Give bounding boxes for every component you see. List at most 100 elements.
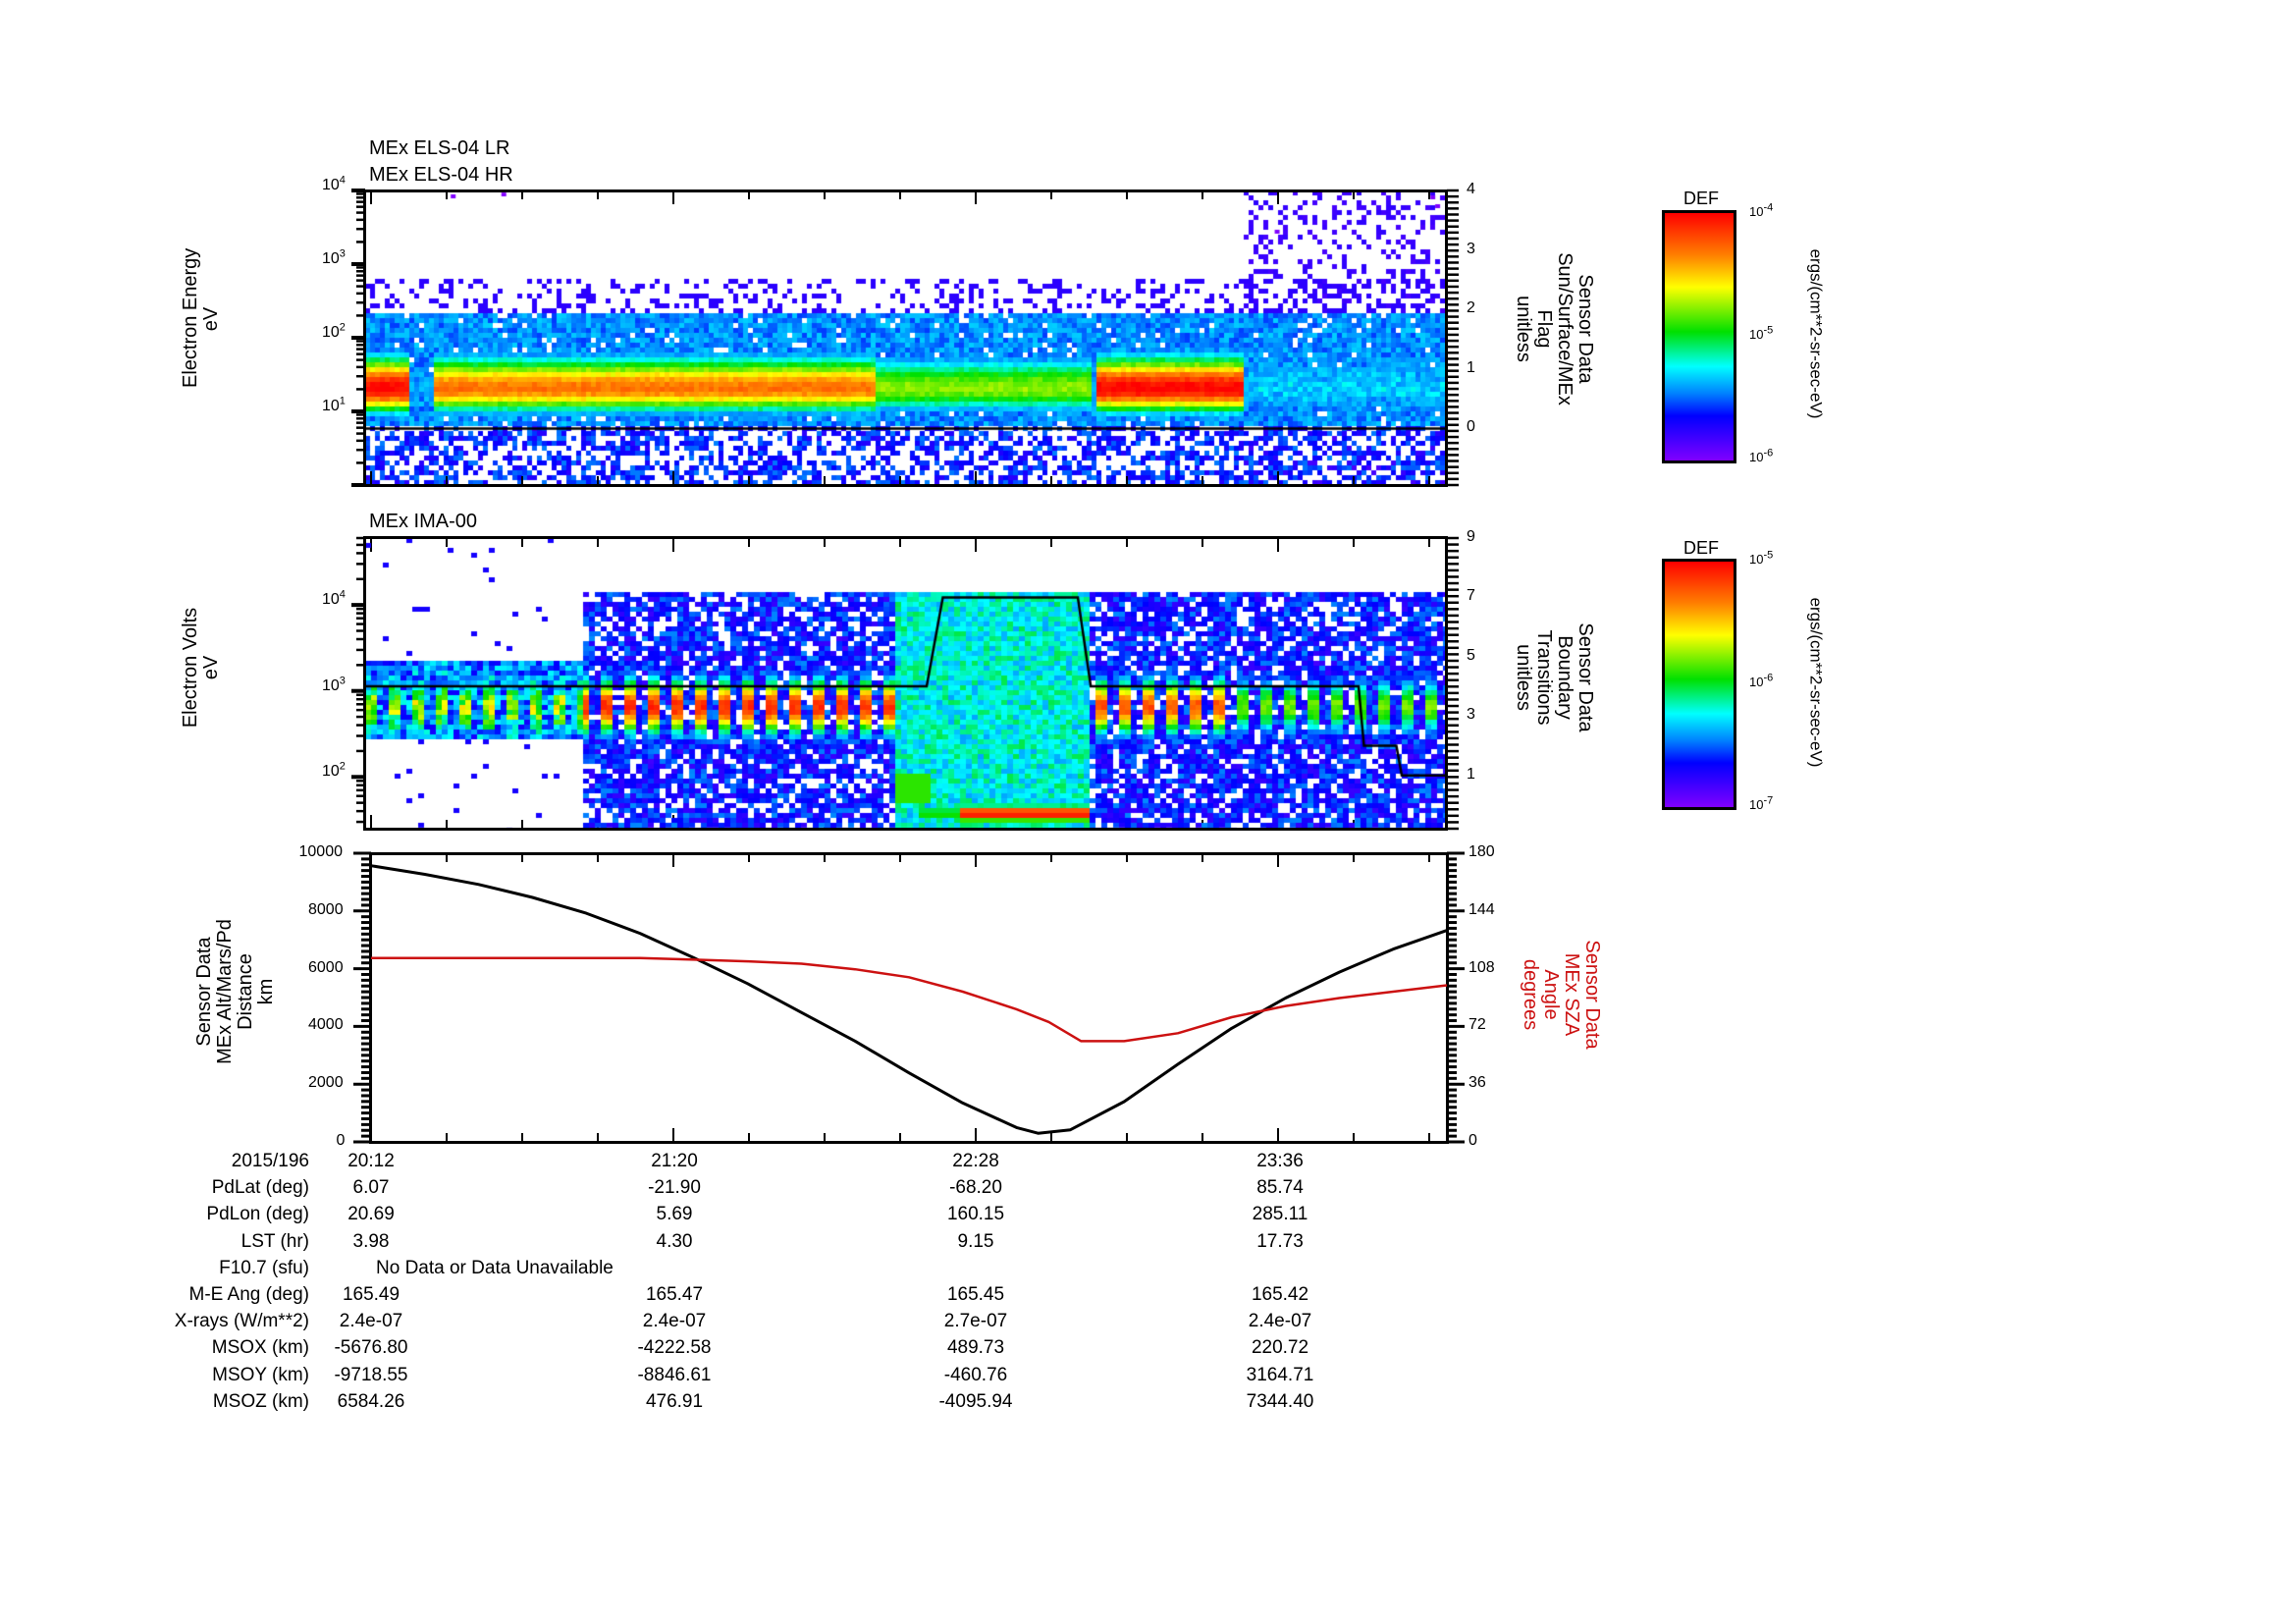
ephemeris-value: 2.4e-07 bbox=[339, 1311, 403, 1332]
els-colorbar-mid-label: 10-5 bbox=[1749, 324, 1774, 342]
els-y-label-line1: Electron Energy bbox=[180, 247, 201, 388]
ephemeris-value: 20:12 bbox=[347, 1151, 395, 1171]
ephemeris-value: 23:36 bbox=[1256, 1151, 1304, 1171]
els-y2tick-label: 4 bbox=[1467, 181, 1475, 197]
ima-y2-label-line3: Transitions bbox=[1533, 629, 1555, 726]
ima-y2tick-label: 1 bbox=[1467, 765, 1475, 783]
ima-ytick-label: 103 bbox=[322, 675, 346, 694]
els-colorbar-min-label: 10-6 bbox=[1749, 447, 1774, 464]
ephemeris-value: 7344.40 bbox=[1246, 1390, 1314, 1412]
els-y-label: Electron Energy eV bbox=[180, 247, 222, 388]
ephemeris-value: -9718.55 bbox=[334, 1364, 408, 1385]
line-y2-label-line3: Angle bbox=[1540, 969, 1562, 1020]
ima-y2tick-label: 9 bbox=[1467, 528, 1475, 545]
line-panel-frame bbox=[369, 852, 1449, 1144]
line-ytick-label: 2000 bbox=[308, 1074, 344, 1092]
ima-colorbar bbox=[1662, 559, 1736, 810]
els-title-hr: MEx ELS-04 HR bbox=[369, 164, 513, 186]
ephemeris-value: 85.74 bbox=[1256, 1177, 1304, 1199]
ephemeris-value: 3.98 bbox=[352, 1230, 390, 1252]
exponent: 3 bbox=[339, 675, 346, 687]
ima-y2tick-label: 7 bbox=[1467, 587, 1475, 605]
ima-colorbar-title: DEF bbox=[1683, 538, 1719, 558]
ephemeris-value: 2.7e-07 bbox=[943, 1311, 1008, 1332]
ima-y2-label-line2: Boundary bbox=[1554, 635, 1575, 720]
els-ytick-label: 103 bbox=[322, 247, 346, 267]
ima-y2tick-label: 3 bbox=[1467, 706, 1475, 724]
els-cb-min-exp: -6 bbox=[1763, 447, 1774, 460]
line-y2-label: Sensor Data MEx SZA Angle degrees bbox=[1520, 906, 1603, 1083]
exponent: 4 bbox=[339, 588, 346, 601]
line-y2tick-label: 108 bbox=[1468, 958, 1495, 976]
line-y-label-line1: Sensor Data bbox=[193, 937, 215, 1047]
ephemeris-row-label: 2015/196 bbox=[231, 1151, 309, 1171]
ima-colorbar-mid-label: 10-6 bbox=[1749, 672, 1774, 689]
line-y2-label-line1: Sensor Data bbox=[1581, 940, 1603, 1050]
line-plot bbox=[370, 864, 1448, 1135]
ima-y-label-line2: eV bbox=[200, 655, 222, 680]
els-cb-max-exp: -4 bbox=[1763, 201, 1774, 214]
ephemeris-note: No Data or Data Unavailable bbox=[376, 1257, 614, 1278]
ephemeris-value: 22:28 bbox=[952, 1151, 999, 1171]
ima-spectrogram bbox=[365, 538, 1445, 829]
els-y2-label-line2: Sun/Surface/MEx bbox=[1554, 252, 1575, 406]
ima-y2-label-line1: Sensor Data bbox=[1575, 622, 1596, 732]
exponent: 2 bbox=[339, 760, 346, 773]
line-y-label-line2: MEx Alt/Mars/Pd bbox=[214, 919, 236, 1064]
ephemeris-value: -460.76 bbox=[943, 1364, 1008, 1385]
els-title-lr: MEx ELS-04 LR bbox=[369, 137, 510, 159]
ephemeris-value: 2.4e-07 bbox=[1248, 1311, 1312, 1332]
ephemeris-value: 2.4e-07 bbox=[642, 1311, 707, 1332]
ephemeris-value: 6584.26 bbox=[337, 1390, 405, 1412]
ephemeris-value: 489.73 bbox=[946, 1337, 1005, 1359]
ephemeris-row-label: M-E Ang (deg) bbox=[188, 1284, 310, 1305]
els-ytick-label: 102 bbox=[322, 321, 346, 341]
ephemeris-value: 165.42 bbox=[1251, 1284, 1309, 1305]
exponent: 3 bbox=[339, 247, 346, 260]
ephemeris-value: 20.69 bbox=[347, 1204, 395, 1225]
line-y-label: Sensor Data MEx Alt/Mars/Pd Distance km bbox=[193, 884, 277, 1100]
ima-cb-mid-exp: -6 bbox=[1763, 672, 1774, 684]
els-y2tick-label: 0 bbox=[1467, 418, 1475, 436]
ephemeris-row-label: PdLat (deg) bbox=[211, 1177, 309, 1199]
ephemeris-row-label: MSOZ (km) bbox=[212, 1390, 309, 1412]
els-ytick-label: 101 bbox=[322, 395, 346, 414]
els-colorbar bbox=[1662, 210, 1736, 463]
ephemeris-value: 220.72 bbox=[1251, 1337, 1309, 1359]
altitude-series-line bbox=[370, 864, 1448, 1135]
ephemeris-row-label: LST (hr) bbox=[240, 1230, 309, 1252]
line-ytick-label: 10000 bbox=[298, 843, 344, 860]
ephemeris-value: 165.47 bbox=[645, 1284, 704, 1305]
ephemeris-value: 6.07 bbox=[352, 1177, 390, 1199]
line-y-label-line4: km bbox=[255, 978, 277, 1005]
ima-y2tick-label: 5 bbox=[1467, 646, 1475, 664]
ephemeris-value: -8846.61 bbox=[637, 1364, 712, 1385]
ima-y2-label: Sensor Data Boundary Transitions unitles… bbox=[1513, 589, 1596, 766]
line-y-label-line3: Distance bbox=[235, 953, 256, 1030]
line-y2tick-label: 72 bbox=[1468, 1016, 1486, 1034]
ima-colorbar-unit: ergs/(cm**2-sr-sec-eV) bbox=[1806, 597, 1826, 768]
ephemeris-value: -68.20 bbox=[949, 1177, 1002, 1199]
els-y2tick-label: 1 bbox=[1467, 358, 1475, 376]
ephemeris-value: 165.45 bbox=[946, 1284, 1005, 1305]
ima-title: MEx IMA-00 bbox=[369, 511, 478, 532]
line-y2tick-label: 144 bbox=[1468, 900, 1495, 918]
line-y2-label-line2: MEx SZA bbox=[1561, 952, 1582, 1037]
line-y2tick-label: 0 bbox=[1468, 1132, 1477, 1149]
ima-panel-frame bbox=[363, 536, 1448, 831]
ima-y2-label-line4: unitless bbox=[1513, 644, 1534, 711]
ima-colorbar-min-label: 10-7 bbox=[1749, 794, 1774, 812]
ephemeris-value: 285.11 bbox=[1252, 1204, 1308, 1225]
ephemeris-value: 4.30 bbox=[656, 1230, 693, 1252]
els-colorbar-title: DEF bbox=[1683, 189, 1719, 208]
ephemeris-row-label: PdLon (deg) bbox=[206, 1204, 309, 1225]
ephemeris-value: 3164.71 bbox=[1246, 1364, 1314, 1385]
ephemeris-value: 476.91 bbox=[645, 1390, 704, 1412]
line-y2-label-line4: degrees bbox=[1520, 958, 1541, 1031]
line-ytick-label: 4000 bbox=[308, 1016, 344, 1034]
exponent: 2 bbox=[339, 321, 346, 334]
els-colorbar-max-label: 10-4 bbox=[1749, 201, 1774, 219]
ephemeris-value: 160.15 bbox=[946, 1204, 1005, 1225]
ephemeris-value: -5676.80 bbox=[334, 1337, 408, 1359]
els-colorbar-unit: ergs/(cm**2-sr-sec-eV) bbox=[1806, 248, 1826, 419]
